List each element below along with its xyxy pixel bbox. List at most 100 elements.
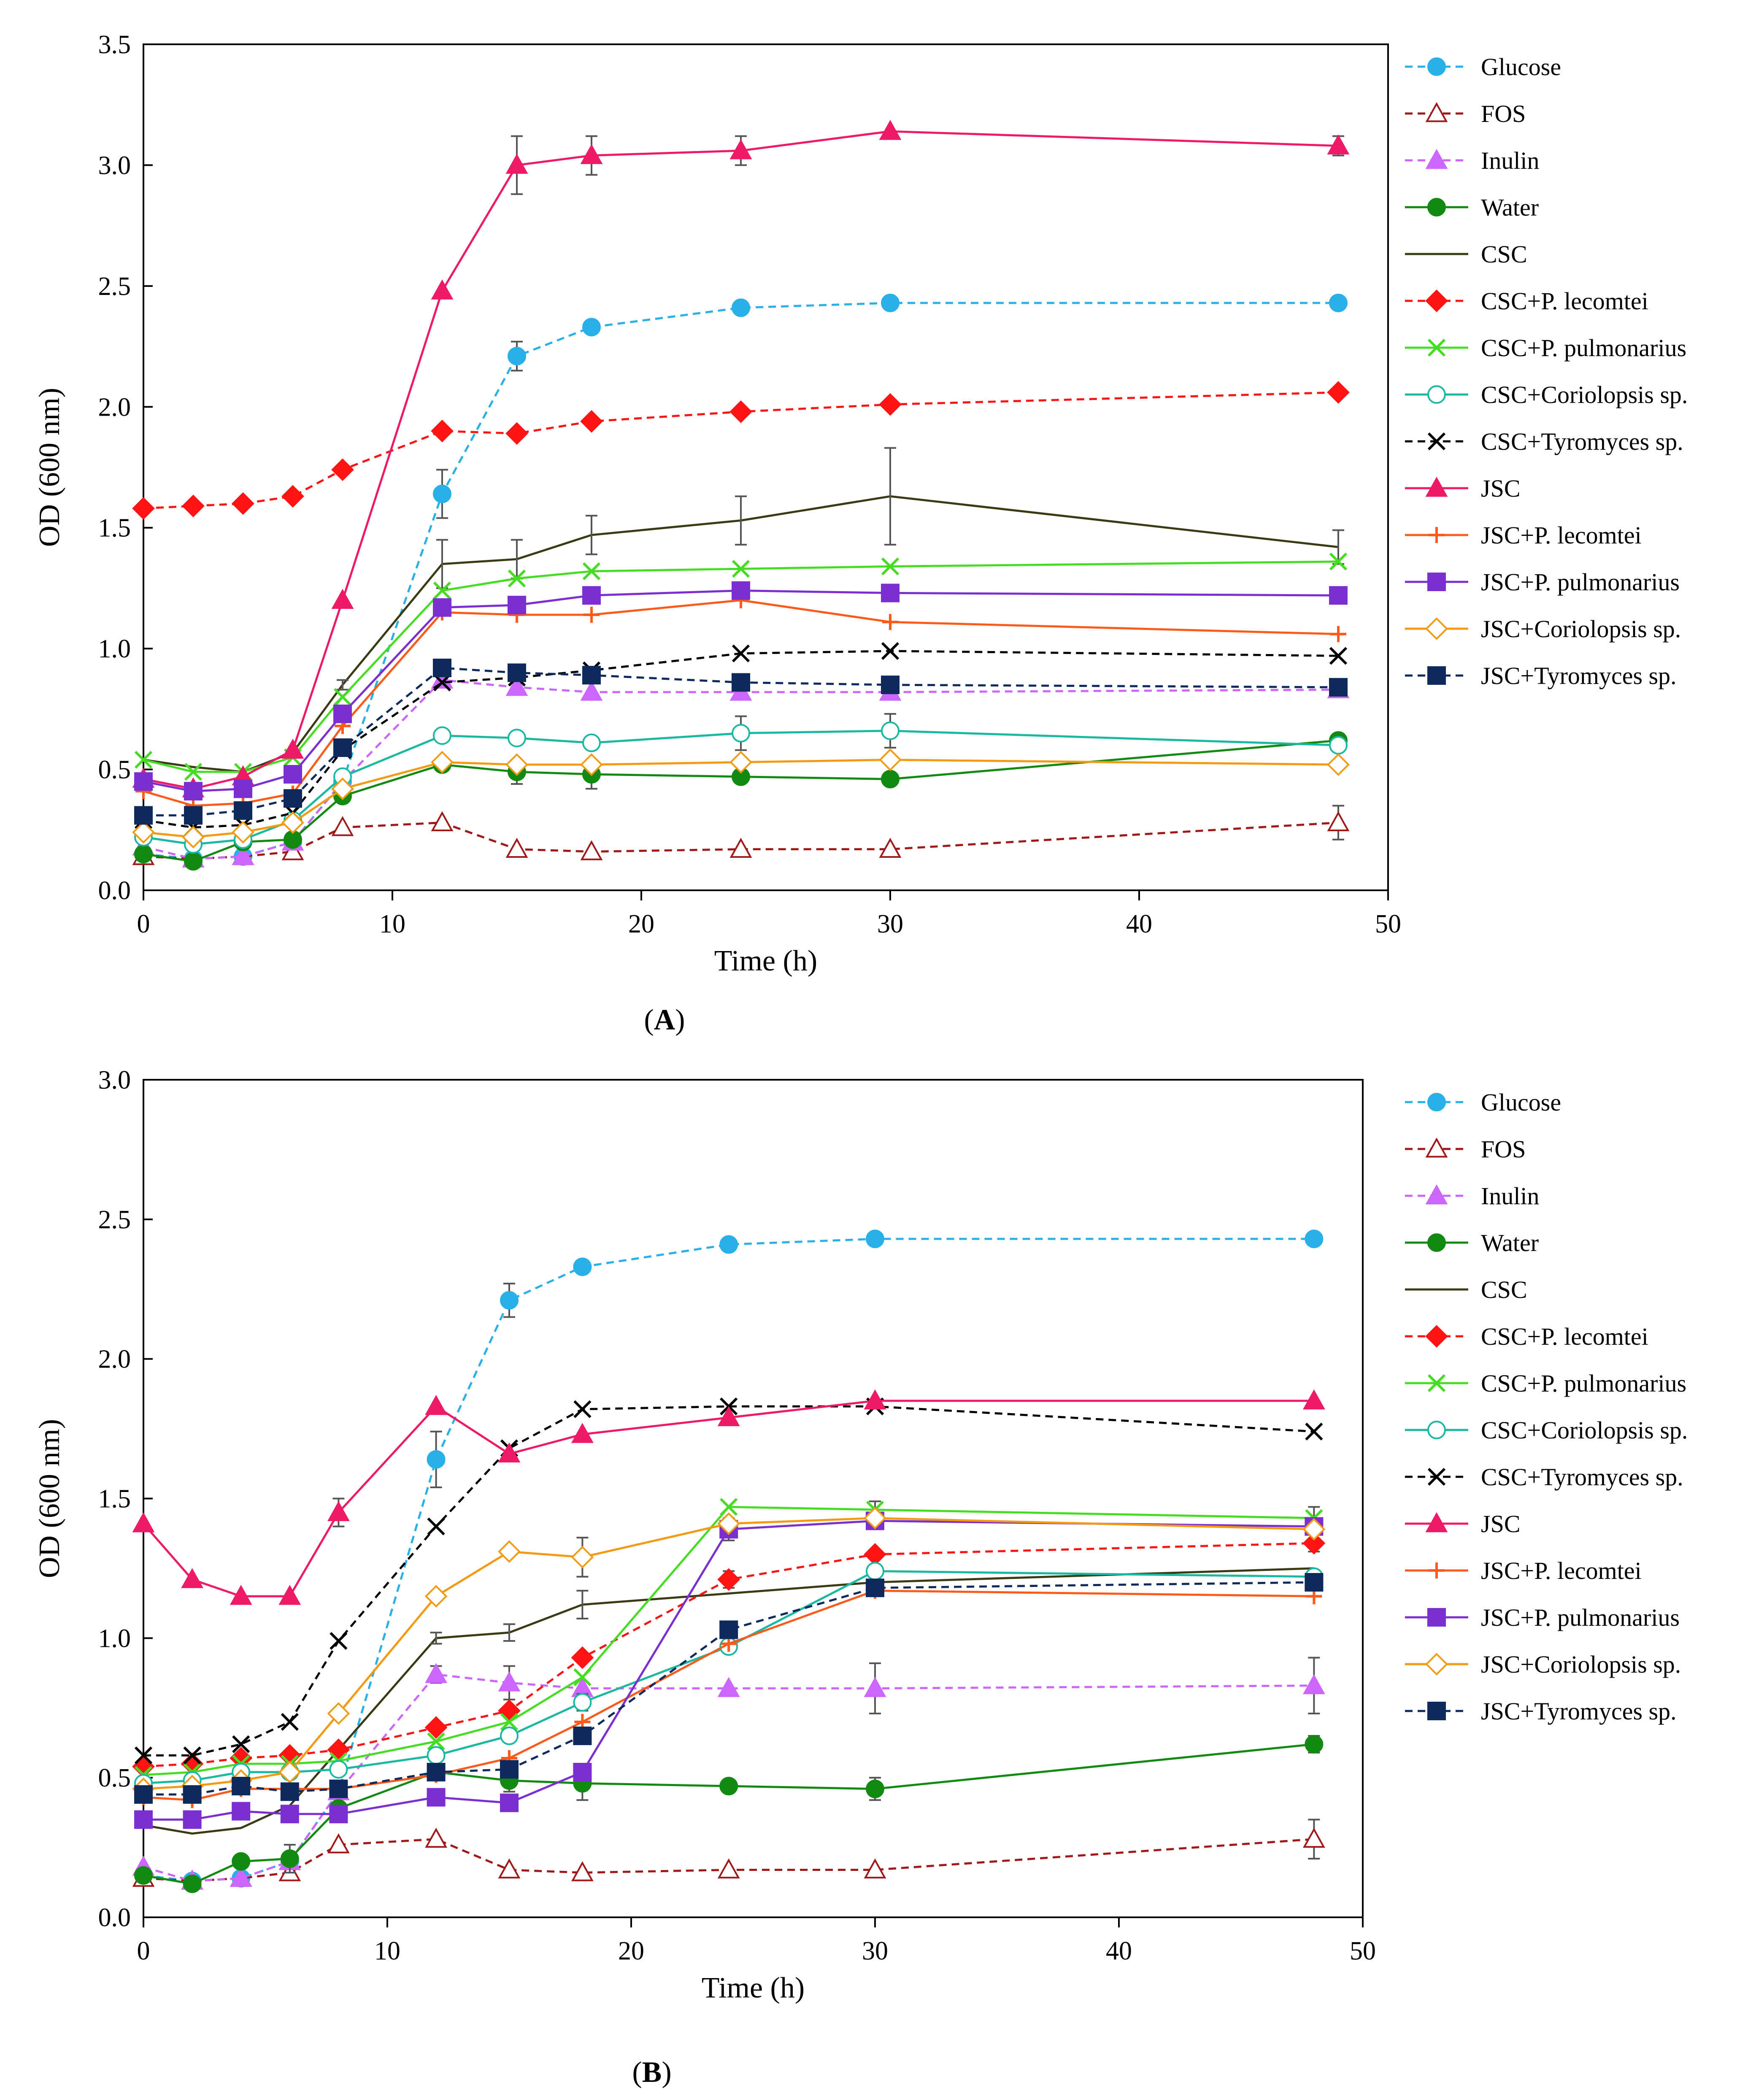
panel-a-series-jsc-coriolopsis-sp-point <box>729 751 752 774</box>
panel-b-series-jsc-point <box>571 1423 594 1443</box>
panel-b-series-jsc-coriolopsis-sp-point <box>571 1546 594 1569</box>
panel-a-legend-fos-swatch-marker <box>1425 102 1448 122</box>
panel-a-x-tick-label: 30 <box>877 910 903 938</box>
panel-b-series-csc-p-lecomtei-point <box>424 1716 448 1739</box>
panel-a-series-csc-tyromyces-sp-point <box>881 642 900 660</box>
panel-a-series-jsc-tyromyces-sp-point <box>333 738 352 757</box>
panel-a-legend-inulin-label: Inulin <box>1481 147 1540 174</box>
panel-b-series-jsc-p-pulmonarius-line <box>143 1519 1314 1821</box>
panel-a-y-tick-label: 0.0 <box>98 876 131 905</box>
panel-b-legend-jsc-p-lecomtei-swatch-marker <box>1429 1562 1445 1578</box>
panel-b-series-csc-tyromyces-sp-point <box>281 1713 299 1731</box>
panel-a-series-jsc-coriolopsis-sp-point <box>879 748 902 771</box>
panel-b-series-glucose-point <box>866 1230 884 1249</box>
panel-a-series-jsc-p-pulmonarius-point <box>508 596 526 615</box>
panel-a-legend-csc-tyromyces-sp-label: CSC+Tyromyces sp. <box>1481 428 1683 455</box>
panel-b-series-csc-tyromyces-sp-point <box>573 1400 592 1418</box>
panel-a-series-csc-p-lecomtei-point <box>331 458 354 481</box>
panel-a-series-glucose-point <box>732 298 750 317</box>
panel-a-series-jsc-tyromyces-sp-line <box>143 667 1339 816</box>
panel-a-y-tick-label: 1.0 <box>98 635 131 663</box>
panel-b-series-water-point <box>232 1852 251 1871</box>
panel-a-legend-csc-tyromyces-sp-swatch-marker <box>1427 432 1446 451</box>
panel-a-series-jsc-coriolopsis-sp-point <box>182 826 205 849</box>
panel-b-series-jsc-tyromyces-sp-point <box>1305 1573 1324 1592</box>
panel-b-y-tick-label: 1.5 <box>98 1485 131 1514</box>
panel-a-series-csc-p-pulmonarius-point <box>881 557 900 576</box>
panel-a-series-csc-p-lecomtei-point <box>879 393 902 416</box>
panel-a-series-csc-coriolopsis-sp-point <box>1329 736 1348 755</box>
panel-b-series-csc-tyromyces-sp-point <box>134 1746 153 1765</box>
panel-a-series-jsc-coriolopsis-sp <box>132 748 1350 849</box>
panel-a-series-jsc-p-pulmonarius-point <box>732 581 750 600</box>
panel-a-x-tick-label: 20 <box>628 910 654 938</box>
panel-b-series-csc-p-pulmonarius-point <box>500 1713 519 1731</box>
panel-a-series-jsc-p-lecomtei-point <box>1330 626 1346 642</box>
panel-a-series-glucose-point <box>881 293 900 312</box>
panel-b-legend-inulin-swatch-marker <box>1425 1184 1448 1205</box>
panel-a-series-jsc-coriolopsis-sp-point <box>132 821 155 844</box>
panel-a-series-jsc-point <box>729 139 752 159</box>
panel-a-series-csc-coriolopsis-sp-point <box>433 726 451 745</box>
panel-a-series-csc-error-bar <box>337 679 348 691</box>
panel-a-series-jsc-tyromyces-sp-point <box>234 801 252 820</box>
panel-a-legend-csc-p-pulmonarius-label: CSC+P. pulmonarius <box>1481 334 1686 362</box>
panel-b-series-csc-p-pulmonarius-point <box>720 1498 738 1516</box>
panel-a-series-csc-tyromyces-sp-point <box>1329 647 1348 665</box>
panel-b-series-csc-coriolopsis-sp-point <box>427 1746 446 1765</box>
panel-b-series-csc-tyromyces-sp-point <box>427 1517 445 1535</box>
panel-b-series-csc-tyromyces-sp-point <box>183 1746 201 1765</box>
panel-b-series-jsc-point <box>181 1568 203 1588</box>
panel-a-series-jsc-tyromyces-sp-point <box>582 666 601 685</box>
panel-b-series-jsc-tyromyces-sp-point <box>280 1782 299 1801</box>
panel-b-series-water-point <box>866 1779 884 1798</box>
panel-b-x-tick-label: 0 <box>137 1937 150 1965</box>
panel-a-series-fos-point <box>505 838 528 858</box>
panel-a-series-jsc-point <box>879 120 902 140</box>
panel-b-x-tick-label: 50 <box>1350 1937 1376 1965</box>
panel-a-series-csc-p-lecomtei-line <box>143 391 1339 510</box>
panel-a-legend-jsc-tyromyces-sp-label: JSC+Tyromyces sp. <box>1481 662 1677 689</box>
panel-a-series-jsc-point <box>281 738 304 759</box>
panel-a-series-csc-p-lecomtei-point <box>182 495 205 517</box>
panel-b-series-glucose-point <box>719 1235 738 1254</box>
panel-a-y-tick-label: 1.5 <box>98 514 131 543</box>
panel-b-series-water-point <box>1305 1735 1324 1754</box>
panel-b-series-csc-error-bar <box>576 1589 589 1620</box>
panel-a-series-csc-p-pulmonarius-point <box>732 559 750 578</box>
panel-a-legend-water-label: Water <box>1481 194 1539 221</box>
panel-b-legend-jsc-coriolopsis-sp-label: JSC+Coriolopsis sp. <box>1481 1651 1681 1678</box>
panel-a-series-jsc-point <box>1327 134 1350 154</box>
panel-a-series-jsc-coriolopsis-sp-point <box>232 821 254 844</box>
panel-a-series-csc-p-lecomtei-point <box>232 492 254 515</box>
panel-a-series-glucose-point <box>508 346 526 365</box>
panel-b-series-jsc-tyromyces-sp-point <box>329 1779 348 1798</box>
panel-a-series-csc-error-bar <box>735 495 747 546</box>
panel-a-series-jsc-tyromyces-sp-point <box>433 658 451 677</box>
panel-a-legend-csc-coriolopsis-sp-label: CSC+Coriolopsis sp. <box>1481 381 1688 408</box>
panel-b-x-axis-title: Time (h) <box>702 1972 805 2004</box>
panel-b-series-jsc-tyromyces-sp-point <box>500 1760 519 1779</box>
panel-a-series-jsc-p-pulmonarius-point <box>1329 586 1348 605</box>
panel-b-series-jsc-p-pulmonarius-point <box>280 1805 299 1824</box>
panel-b-series-csc-error-bar <box>503 1623 515 1642</box>
panel-a-series-jsc-p-lecomtei-point <box>583 606 600 623</box>
panel-a-x-tick-label: 0 <box>137 910 150 938</box>
panel-b-legend-csc-label: CSC <box>1481 1276 1527 1303</box>
panel-a-series-jsc-p-lecomtei-point <box>882 614 898 630</box>
panel-b-series-jsc-p-pulmonarius-point <box>500 1793 519 1812</box>
panel-b-y-tick-label: 2.5 <box>98 1205 131 1234</box>
panel-b-legend-fos-swatch-marker <box>1425 1137 1448 1158</box>
panel-a-legend-jsc-p-pulmonarius-label: JSC+P. pulmonarius <box>1481 568 1680 596</box>
panel-a-series-csc-p-pulmonarius-point <box>333 688 352 706</box>
panel-a-series-jsc-tyromyces-sp-point <box>732 673 750 692</box>
panel-b-series-jsc-tyromyces-sp-point <box>427 1762 446 1781</box>
panel-b-series-jsc-coriolopsis-sp-point <box>498 1540 521 1563</box>
panel-a-series-jsc-p-pulmonarius <box>134 581 1348 801</box>
panel-a-legend-csc-p-lecomtei-label: CSC+P. lecomtei <box>1481 287 1648 315</box>
panel-a-series-jsc-coriolopsis-sp-point <box>580 753 603 776</box>
panel-b-series-jsc-point <box>864 1389 886 1410</box>
panel-a-series-csc-p-lecomtei-point <box>1327 381 1350 404</box>
panel-b-series-fos <box>132 1819 1325 1890</box>
panel-b-legend-fos-label: FOS <box>1481 1135 1526 1163</box>
